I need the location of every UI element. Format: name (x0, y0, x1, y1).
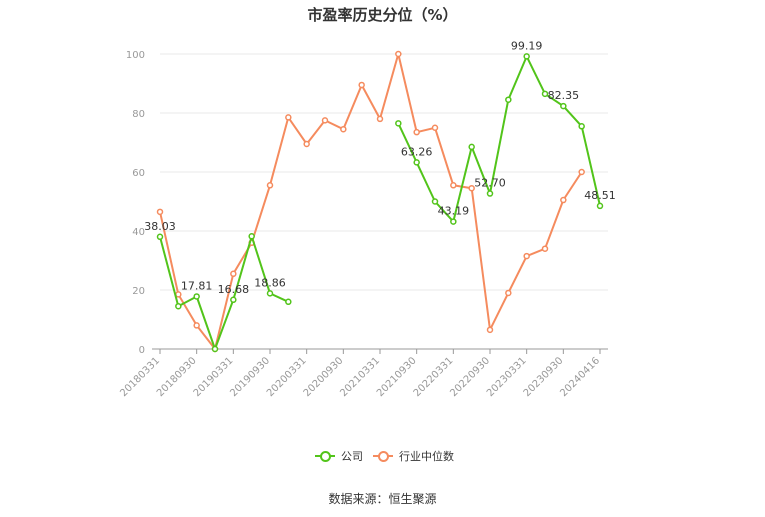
data-point-1 (413, 128, 420, 136)
data-point-0 (413, 159, 420, 166)
data-label: 48.51 (584, 189, 616, 202)
data-label: 38.03 (144, 220, 176, 233)
y-tick-label: 40 (132, 227, 145, 238)
data-label: 63.26 (401, 145, 433, 158)
data-point-1 (505, 289, 512, 297)
data-point-0 (450, 218, 457, 225)
data-point-0 (578, 123, 585, 130)
data-point-0 (248, 233, 255, 240)
data-point-1 (266, 182, 274, 189)
data-point-1 (156, 208, 164, 216)
legend-swatch-industry-median (373, 451, 393, 462)
legend-item-company[interactable]: 公司 (315, 447, 363, 465)
legend-item-industry-median[interactable]: 行业中位数 (373, 447, 454, 465)
data-point-1 (523, 252, 530, 260)
data-point-1 (450, 182, 457, 189)
y-tick-label: 80 (132, 109, 145, 120)
data-label: 82.35 (548, 89, 580, 102)
line-chart: 0204060801002018033120180930201903312019… (118, 39, 616, 399)
data-point-1 (230, 270, 237, 278)
y-tick-label: 20 (132, 286, 145, 297)
data-label: 18.86 (254, 276, 286, 289)
data-point-0 (560, 102, 567, 110)
data-label: 17.81 (181, 279, 213, 292)
data-point-0 (156, 233, 164, 241)
data-point-1 (395, 50, 402, 58)
data-label: 43.19 (438, 205, 470, 218)
data-point-1 (340, 125, 347, 133)
data-point-1 (303, 140, 310, 148)
data-point-0 (431, 198, 439, 205)
x-tick-label: 20240416 (558, 355, 602, 399)
data-point-1 (358, 81, 365, 89)
data-point-0 (285, 298, 292, 306)
data-point-1 (468, 184, 475, 192)
data-point-0 (468, 143, 475, 151)
legend-label-industry-median: 行业中位数 (399, 450, 454, 463)
data-point-1 (560, 196, 567, 204)
data-point-0 (523, 53, 530, 60)
data-point-1 (321, 117, 329, 124)
data-point-1 (193, 322, 200, 329)
data-point-1 (541, 245, 549, 252)
series-line-0 (159, 55, 601, 350)
data-point-0 (230, 296, 237, 304)
data-point-0 (193, 293, 200, 300)
data-point-1 (486, 326, 494, 334)
data-source: 数据来源：恒生聚源 (328, 492, 437, 506)
data-point-1 (285, 114, 292, 121)
legend-label-company: 公司 (341, 450, 363, 463)
data-point-0 (505, 96, 512, 103)
series-line-1 (159, 53, 583, 350)
y-tick-label: 60 (132, 168, 145, 179)
data-point-0 (486, 190, 494, 197)
data-label: 52.70 (474, 177, 506, 190)
legend-swatch-company (315, 451, 335, 462)
data-point-1 (578, 168, 585, 176)
data-point-1 (376, 115, 384, 123)
data-point-0 (211, 345, 219, 353)
y-tick-label: 100 (126, 50, 145, 61)
data-point-0 (596, 202, 604, 210)
legend: 公司 行业中位数 (0, 447, 765, 465)
data-point-1 (431, 124, 439, 131)
chart-title: 市盈率历史分位（%） (307, 6, 458, 24)
data-point-0 (266, 290, 274, 297)
data-point-0 (395, 120, 402, 127)
y-tick-label: 0 (139, 345, 145, 356)
data-label: 99.19 (511, 39, 543, 52)
data-point-0 (541, 90, 549, 98)
data-point-0 (175, 302, 182, 310)
data-label: 16.68 (218, 283, 250, 296)
